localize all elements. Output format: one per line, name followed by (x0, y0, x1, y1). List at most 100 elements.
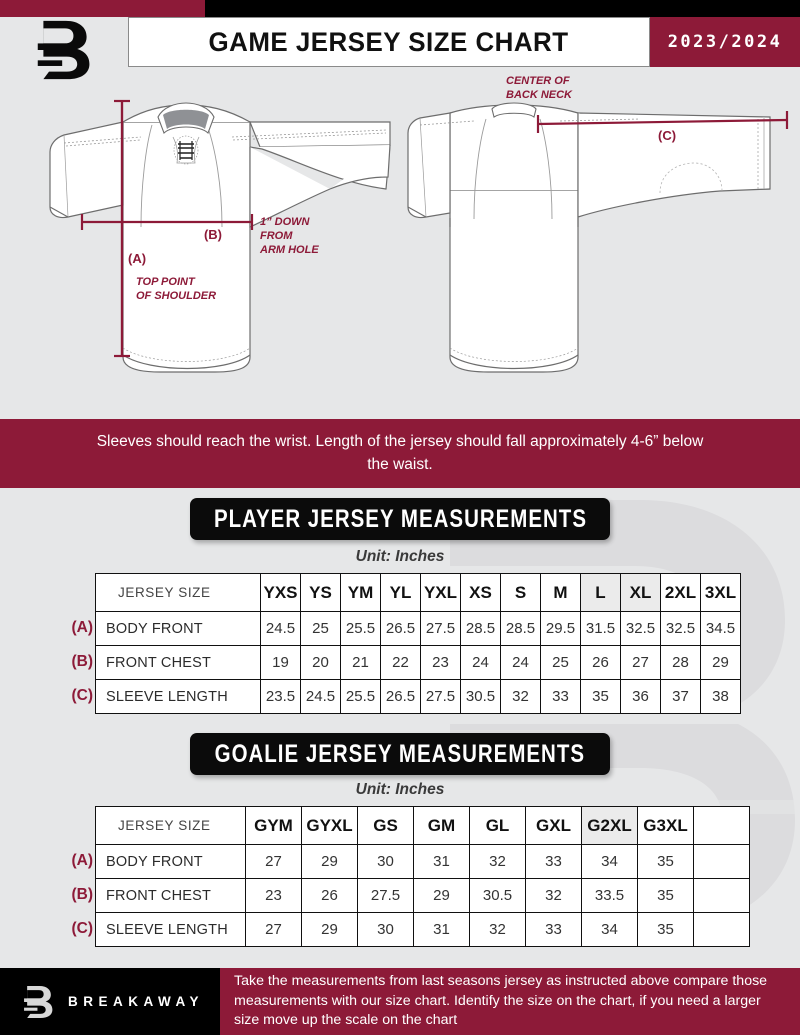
measurement-cell: 27.5 (420, 679, 461, 714)
measurement-cell: 37 (660, 679, 701, 714)
goalie-measurements-table: JERSEY SIZE GYM GYXL GS GM GL GXL G2XL G3XL BODY … (95, 806, 750, 947)
measurement-cell: 27 (245, 844, 302, 879)
measurement-cell: 33 (525, 912, 582, 947)
measurement-cell: 25 (540, 645, 581, 680)
size-column-header: YM (340, 573, 381, 612)
measurement-cell: 26.5 (380, 611, 421, 646)
measurement-cell: 29 (301, 912, 358, 947)
size-column-header: YL (380, 573, 421, 612)
measurement-cell: 31 (413, 844, 470, 879)
measurement-cell: 32.5 (620, 611, 661, 646)
size-column-header: M (540, 573, 581, 612)
season-year-badge: 2023/2024 (650, 17, 800, 67)
header-jersey-size: JERSEY SIZE (95, 806, 246, 845)
measurement-cell: 27.5 (420, 611, 461, 646)
measurement-cell: 25.5 (340, 679, 381, 714)
measure-line-b (80, 214, 254, 230)
measurement-cell: 23 (420, 645, 461, 680)
measurement-cell: 28.5 (460, 611, 501, 646)
size-column-header: YS (300, 573, 341, 612)
measurement-cell: 33 (540, 679, 581, 714)
measurement-cell: 34.5 (700, 611, 741, 646)
footer-logo-zone: BREAKAWAY (0, 968, 220, 1035)
footer-instructions: Take the measurements from last seasons … (220, 968, 800, 1035)
measurement-cell: 29 (413, 878, 470, 913)
measurement-note-banner: Sleeves should reach the wrist. Length o… (0, 419, 800, 488)
measurement-cell: 32 (500, 679, 541, 714)
size-column-header: GM (413, 806, 470, 845)
measurement-cell: 30.5 (469, 878, 526, 913)
page-title: GAME JERSEY SIZE CHART (208, 26, 570, 57)
measurement-note-text: Sleeves should reach the wrist. Length o… (96, 433, 704, 473)
measurement-cell: 33 (525, 844, 582, 879)
table-row: BODY FRONT 24.5 25 25.5 26.5 27.5 28.5 28.5 29.5… (95, 611, 741, 646)
measurement-cell: 30 (357, 844, 414, 879)
goalie-measurements-table-wrap: JERSEY SIZE GYM GYXL GS GM GL GXL G2XL G3XL BODY … (71, 806, 750, 947)
size-column-header: XL (620, 573, 661, 612)
measurement-cell: 35 (637, 878, 694, 913)
measurement-cell: 31.5 (580, 611, 621, 646)
goalie-section-banner: GOALIE JERSEY MEASUREMENTS (190, 733, 610, 775)
measurement-cell: 35 (637, 844, 694, 879)
measurement-cell: 25 (300, 611, 341, 646)
measurement-cell: 35 (580, 679, 621, 714)
measurement-cell: 35 (637, 912, 694, 947)
measure-line-c (536, 111, 789, 133)
measurement-cell: 27.5 (357, 878, 414, 913)
season-year-label: 2023/2024 (667, 32, 783, 52)
measurement-row-label: SLEEVE LENGTH (95, 912, 246, 947)
size-column-header: GYM (245, 806, 302, 845)
measurement-cell: 25.5 (340, 611, 381, 646)
measurement-row-label: FRONT CHEST (95, 645, 261, 680)
footer-brand-name: BREAKAWAY (68, 994, 205, 1009)
breakaway-b-logo-icon (24, 985, 53, 1018)
front-label-b-line3: ARM HOLE (259, 244, 319, 256)
measurement-cell: 28 (660, 645, 701, 680)
player-section-banner: PLAYER JERSEY MEASUREMENTS (190, 498, 610, 540)
player-unit-label: Unit: Inches (355, 548, 445, 565)
measurement-cell (693, 912, 750, 947)
measurement-cell: 31 (413, 912, 470, 947)
measurement-cell: 24.5 (260, 611, 301, 646)
front-jersey-illustration: (B) (A) TOP POINT OF SHOULDER 1” DOWN FR… (49, 99, 391, 373)
measurement-cell: 20 (300, 645, 341, 680)
measurement-cell: 32 (469, 844, 526, 879)
player-measurements-table-wrap: JERSEY SIZE YXS YS YM YL YXL XS S M L XL 2XL 3XL BODY… (71, 573, 741, 714)
measurement-cell: 19 (260, 645, 301, 680)
jersey-diagrams: (B) (A) TOP POINT OF SHOULDER 1” DOWN FR… (0, 67, 800, 415)
measurement-cell: 32 (469, 912, 526, 947)
size-column-header: GS (357, 806, 414, 845)
measurement-cell: 34 (581, 912, 638, 947)
front-marker-b: (B) (204, 227, 222, 242)
measurement-cell: 24.5 (300, 679, 341, 714)
table-row: FRONT CHEST 23 26 27.5 29 30.5 32 33.5 35 (95, 878, 750, 913)
header-jersey-size: JERSEY SIZE (95, 573, 261, 612)
measurement-marker-a: (A) (71, 619, 93, 636)
top-strip-maroon (0, 0, 205, 17)
measurement-cell: 32 (525, 878, 582, 913)
player-section-title: PLAYER JERSEY MEASUREMENTS (213, 504, 587, 533)
measurement-cell: 27 (620, 645, 661, 680)
measurement-marker-c: (C) (71, 920, 93, 937)
front-label-b-line1: 1” DOWN (260, 216, 311, 228)
back-marker-c: (C) (658, 128, 676, 143)
size-column-header: YXL (420, 573, 461, 612)
measurement-cell: 26 (301, 878, 358, 913)
measurement-cell: 32.5 (660, 611, 701, 646)
measurement-row-label: BODY FRONT (95, 611, 261, 646)
size-column-header: L (580, 573, 621, 612)
front-label-b-line2: FROM (260, 230, 293, 242)
measurement-row-label: SLEEVE LENGTH (95, 679, 261, 714)
breakaway-b-logo-icon (37, 20, 90, 80)
front-label-a-line1: TOP POINT (136, 276, 196, 288)
measurement-marker-c: (C) (71, 687, 93, 704)
goalie-section-title: GOALIE JERSEY MEASUREMENTS (214, 739, 586, 768)
page-footer: BREAKAWAY Take the measurements from las… (0, 968, 800, 1035)
measurement-cell: 29 (301, 844, 358, 879)
measurement-cell: 38 (700, 679, 741, 714)
measurement-marker-b: (B) (71, 653, 93, 670)
measurement-cell (693, 878, 750, 913)
size-column-header: GXL (525, 806, 582, 845)
measurement-cell: 33.5 (581, 878, 638, 913)
table-row: SLEEVE LENGTH 27 29 30 31 32 33 34 35 (95, 912, 750, 947)
